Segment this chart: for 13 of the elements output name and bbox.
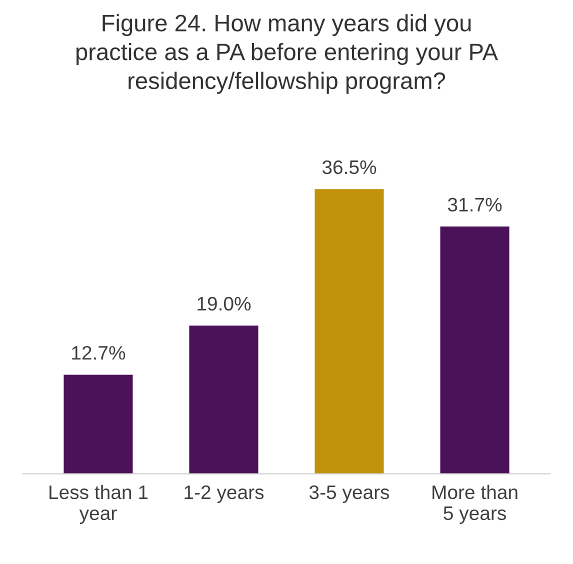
bar (189, 326, 258, 474)
x-tick-label: 3-5 years (309, 485, 390, 503)
bar (314, 189, 384, 474)
x-tick-label: Less than 1 year (50, 484, 148, 524)
chart-title: Figure 24. How many years did you practice as a PA before entering your PA residency/fellowship program? (76, 14, 498, 94)
data-label: 31.7% (448, 198, 502, 212)
x-tick-label: More than 5 years (432, 484, 518, 524)
bar (64, 374, 133, 474)
data-label: 12.7% (72, 346, 126, 360)
data-label: 19.0% (198, 296, 251, 311)
data-label: 36.5% (322, 160, 376, 174)
x-tick-label: 1-2 years (184, 485, 264, 503)
bar (440, 226, 510, 474)
